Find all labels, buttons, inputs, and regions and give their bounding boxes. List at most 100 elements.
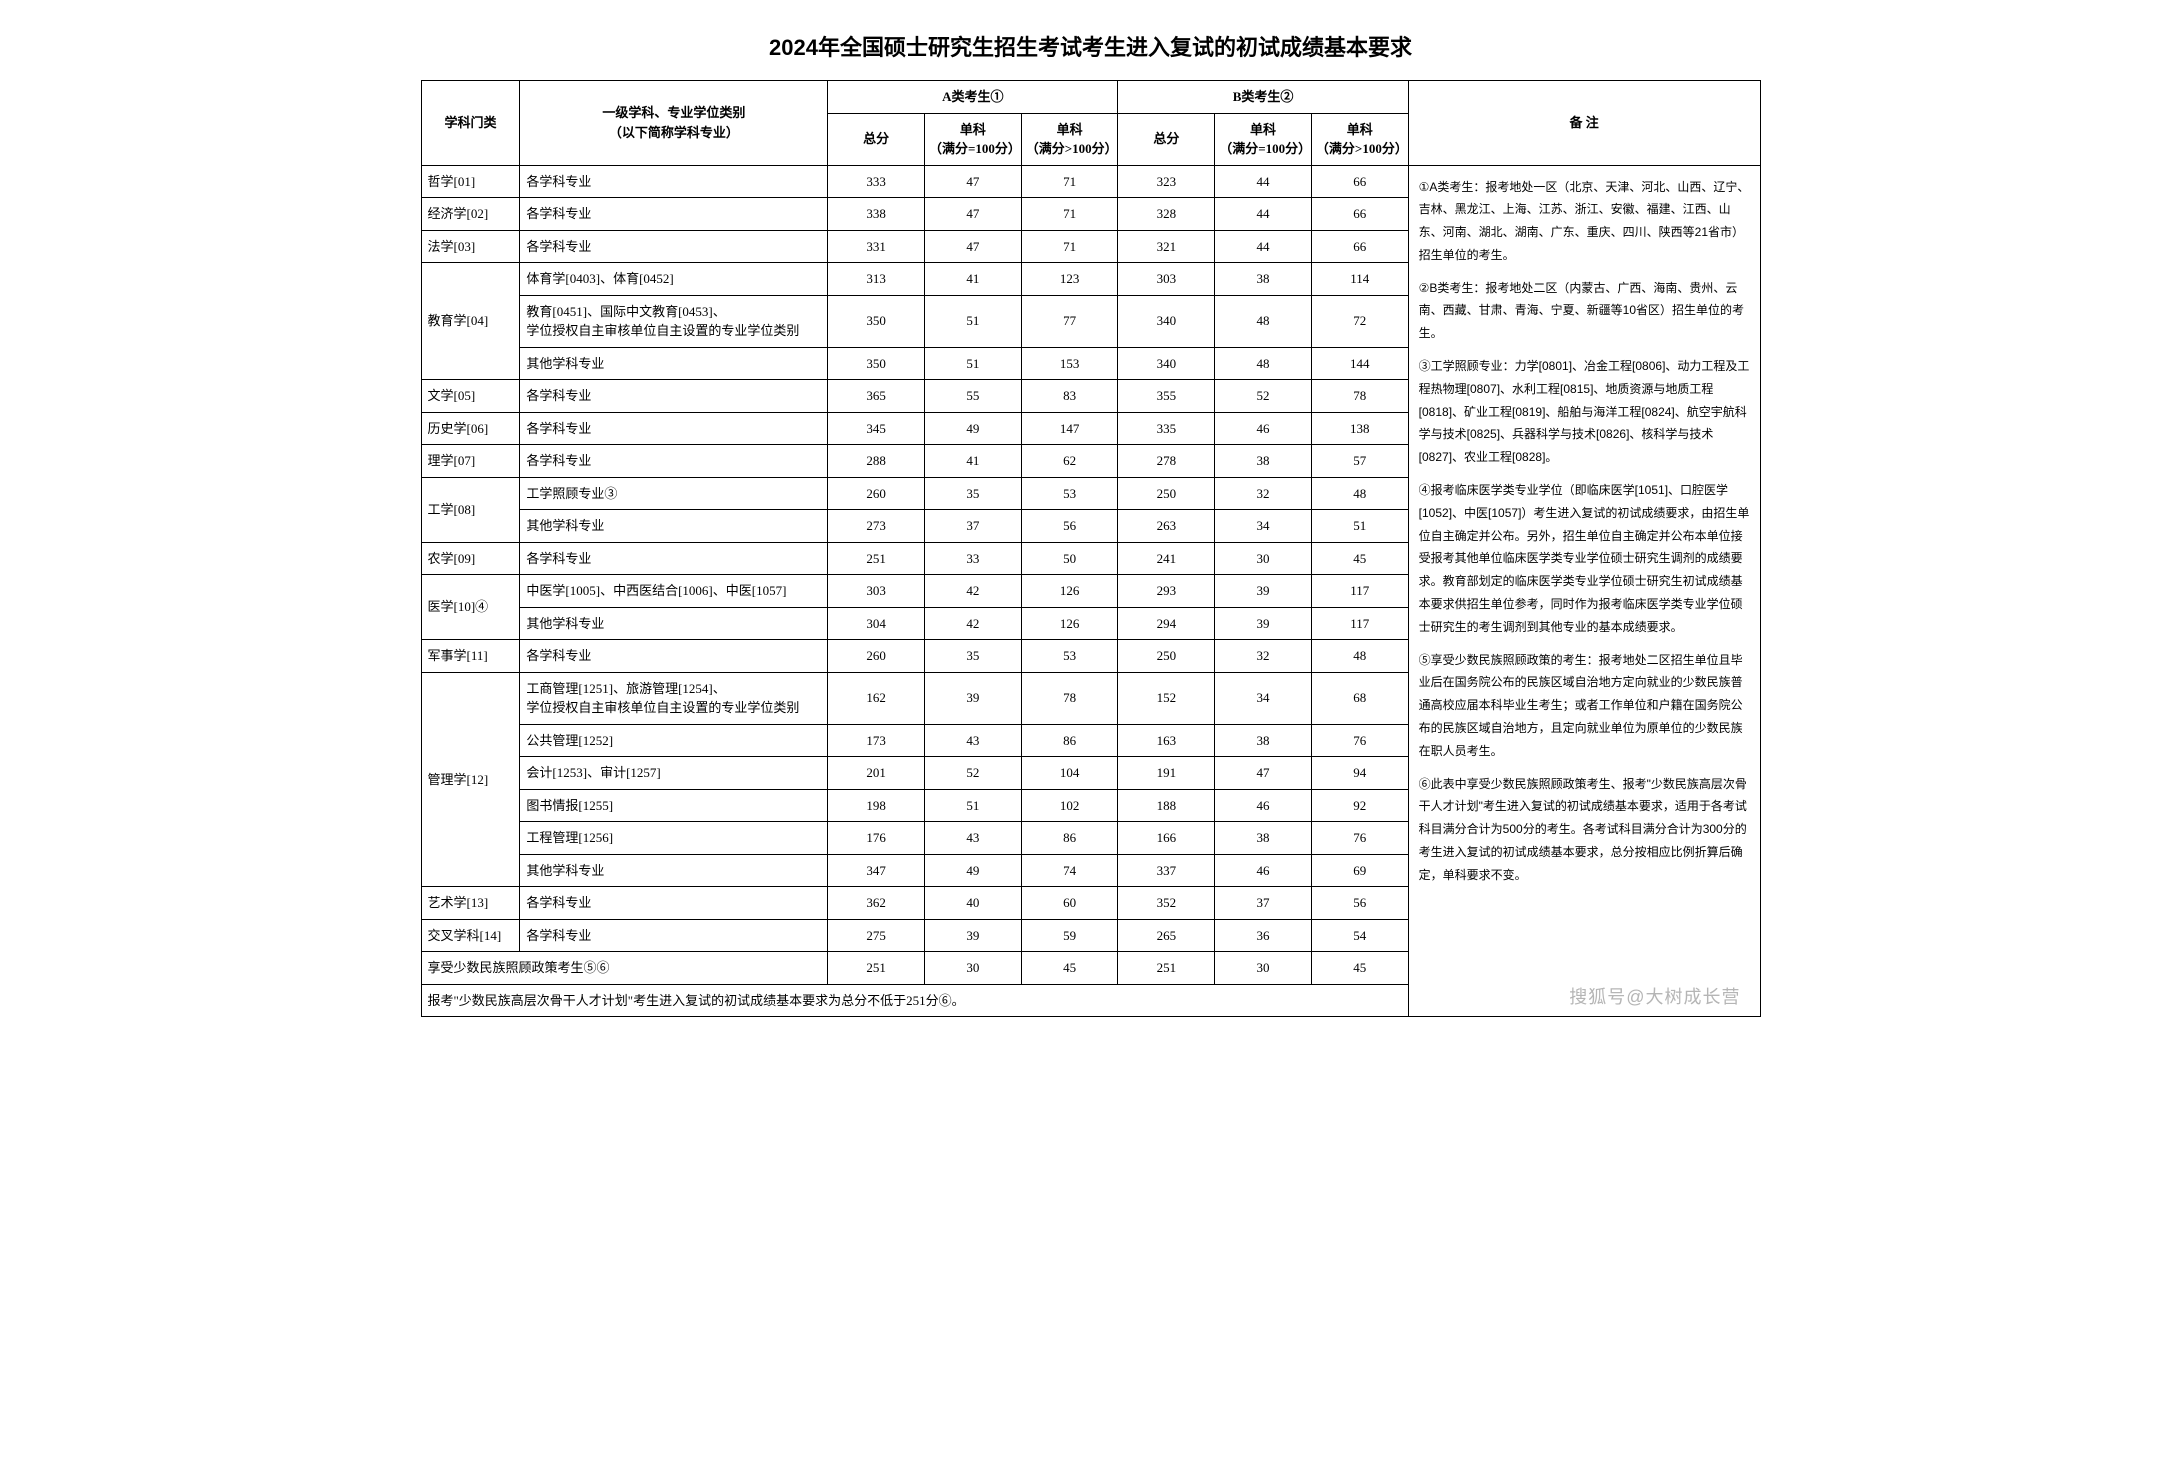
score-cell: 331 — [828, 230, 925, 263]
major-cell: 各学科专业 — [520, 165, 828, 198]
major-cell: 体育学[0403]、体育[0452] — [520, 263, 828, 296]
major-cell: 其他学科专业 — [520, 607, 828, 640]
score-cell: 54 — [1311, 919, 1408, 952]
score-cell: 52 — [924, 757, 1021, 790]
score-cell: 71 — [1021, 165, 1118, 198]
score-cell: 74 — [1021, 854, 1118, 887]
score-cell: 126 — [1021, 575, 1118, 608]
score-cell: 303 — [1118, 263, 1215, 296]
score-cell: 176 — [828, 822, 925, 855]
major-cell: 公共管理[1252] — [520, 724, 828, 757]
score-cell: 44 — [1215, 230, 1312, 263]
score-cell: 66 — [1311, 230, 1408, 263]
category-cell: 教育学[04] — [421, 263, 520, 380]
score-cell: 59 — [1021, 919, 1118, 952]
score-cell: 41 — [924, 263, 1021, 296]
major-cell: 教育[0451]、国际中文教育[0453]、 学位授权自主审核单位自主设置的专业… — [520, 295, 828, 347]
score-cell: 251 — [828, 542, 925, 575]
major-cell: 各学科专业 — [520, 640, 828, 673]
major-cell: 各学科专业 — [520, 919, 828, 952]
category-cell: 医学[10]④ — [421, 575, 520, 640]
score-cell: 38 — [1215, 724, 1312, 757]
score-cell: 30 — [1215, 952, 1312, 985]
score-cell: 250 — [1118, 477, 1215, 510]
score-cell: 42 — [924, 575, 1021, 608]
score-cell: 46 — [1215, 854, 1312, 887]
score-cell: 51 — [924, 789, 1021, 822]
header-major: 一级学科、专业学位类别 （以下简称学科专业） — [520, 81, 828, 166]
major-cell: 中医学[1005]、中西医结合[1006]、中医[1057] — [520, 575, 828, 608]
header-category: 学科门类 — [421, 81, 520, 166]
header-group-b: B类考生② — [1118, 81, 1408, 114]
category-cell: 交叉学科[14] — [421, 919, 520, 952]
score-cell: 265 — [1118, 919, 1215, 952]
score-cell: 153 — [1021, 347, 1118, 380]
score-cell: 288 — [828, 445, 925, 478]
score-cell: 337 — [1118, 854, 1215, 887]
score-cell: 48 — [1311, 640, 1408, 673]
score-cell: 340 — [1118, 347, 1215, 380]
score-cell: 138 — [1311, 412, 1408, 445]
major-cell: 各学科专业 — [520, 887, 828, 920]
score-cell: 126 — [1021, 607, 1118, 640]
score-cell: 86 — [1021, 822, 1118, 855]
score-cell: 328 — [1118, 198, 1215, 231]
score-cell: 41 — [924, 445, 1021, 478]
score-cell: 123 — [1021, 263, 1118, 296]
score-cell: 313 — [828, 263, 925, 296]
score-cell: 71 — [1021, 230, 1118, 263]
note-paragraph: ⑥此表中享受少数民族照顾政策考生、报考"少数民族高层次骨干人才计划"考生进入复试… — [1419, 773, 1750, 887]
category-cell: 理学[07] — [421, 445, 520, 478]
score-cell: 48 — [1311, 477, 1408, 510]
score-cell: 241 — [1118, 542, 1215, 575]
score-cell: 47 — [1215, 757, 1312, 790]
score-cell: 78 — [1021, 672, 1118, 724]
header-a-subgt100: 单科 （满分>100分） — [1021, 113, 1118, 165]
score-cell: 147 — [1021, 412, 1118, 445]
score-cell: 37 — [1215, 887, 1312, 920]
score-cell: 76 — [1311, 724, 1408, 757]
score-cell: 340 — [1118, 295, 1215, 347]
score-cell: 37 — [924, 510, 1021, 543]
score-cell: 66 — [1311, 198, 1408, 231]
note-paragraph: ⑤享受少数民族照顾政策的考生：报考地处二区招生单位且毕业后在国务院公布的民族区域… — [1419, 649, 1750, 763]
score-cell: 251 — [828, 952, 925, 985]
score-cell: 48 — [1215, 347, 1312, 380]
major-cell: 其他学科专业 — [520, 347, 828, 380]
page-title: 2024年全国硕士研究生招生考试考生进入复试的初试成绩基本要求 — [421, 30, 1761, 62]
score-cell: 72 — [1311, 295, 1408, 347]
score-cell: 44 — [1215, 165, 1312, 198]
score-cell: 44 — [1215, 198, 1312, 231]
score-cell: 191 — [1118, 757, 1215, 790]
score-cell: 35 — [924, 477, 1021, 510]
score-cell: 47 — [924, 230, 1021, 263]
score-cell: 36 — [1215, 919, 1312, 952]
score-cell: 293 — [1118, 575, 1215, 608]
major-cell: 各学科专业 — [520, 445, 828, 478]
score-cell: 53 — [1021, 640, 1118, 673]
score-cell: 46 — [1215, 412, 1312, 445]
score-cell: 33 — [924, 542, 1021, 575]
score-cell: 347 — [828, 854, 925, 887]
header-a-sub100: 单科 （满分=100分） — [924, 113, 1021, 165]
score-cell: 86 — [1021, 724, 1118, 757]
score-cell: 321 — [1118, 230, 1215, 263]
score-table: 学科门类 一级学科、专业学位类别 （以下简称学科专业） A类考生① B类考生② … — [421, 80, 1761, 1017]
score-cell: 30 — [1215, 542, 1312, 575]
score-cell: 34 — [1215, 672, 1312, 724]
score-cell: 60 — [1021, 887, 1118, 920]
score-cell: 323 — [1118, 165, 1215, 198]
score-cell: 144 — [1311, 347, 1408, 380]
score-cell: 39 — [924, 919, 1021, 952]
category-cell: 经济学[02] — [421, 198, 520, 231]
score-cell: 352 — [1118, 887, 1215, 920]
watermark: 搜狐号@大树成长营 — [1569, 983, 1740, 1009]
major-cell: 各学科专业 — [520, 412, 828, 445]
score-cell: 78 — [1311, 380, 1408, 413]
score-cell: 117 — [1311, 575, 1408, 608]
score-cell: 34 — [1215, 510, 1312, 543]
header-group-a: A类考生① — [828, 81, 1118, 114]
footer-cell: 报考"少数民族高层次骨干人才计划"考生进入复试的初试成绩基本要求为总分不低于25… — [421, 984, 1408, 1017]
score-cell: 338 — [828, 198, 925, 231]
table-row: 哲学[01]各学科专业33347713234466①A类考生：报考地处一区（北京… — [421, 165, 1760, 198]
